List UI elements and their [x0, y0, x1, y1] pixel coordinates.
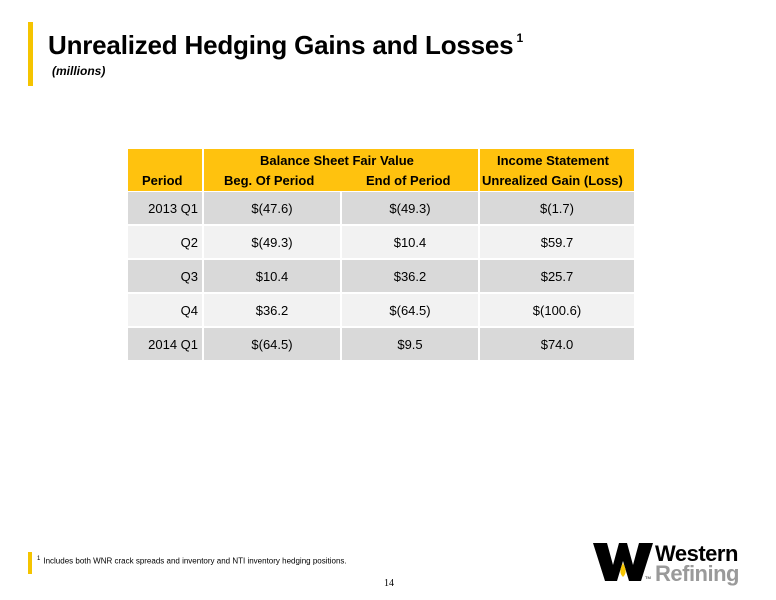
- western-refining-logo: Western Refining TM: [593, 541, 763, 586]
- table-row-beg: $(49.3): [204, 226, 340, 258]
- table-row-end: $9.5: [342, 328, 478, 360]
- footnote-accent-bar: [28, 552, 32, 574]
- page-title: Unrealized Hedging Gains and Losses 1: [48, 30, 523, 61]
- table-row-beg: $36.2: [204, 294, 340, 326]
- table-row-gain: $74.0: [480, 328, 634, 360]
- table-row-period: Q2: [128, 226, 202, 258]
- table-row-gain: $25.7: [480, 260, 634, 292]
- table-row-period: Q3: [128, 260, 202, 292]
- table-row-period: 2013 Q1: [128, 192, 202, 224]
- table-row-gain: $59.7: [480, 226, 634, 258]
- table-row-beg: $(64.5): [204, 328, 340, 360]
- page-subtitle: (millions): [52, 64, 106, 78]
- table-row-period: Q4: [128, 294, 202, 326]
- balance-sheet-group-header: Balance Sheet Fair Value: [260, 153, 414, 168]
- footnote: 1 Includes both WNR crack spreads and inv…: [37, 556, 347, 566]
- page-number: 14: [384, 578, 394, 589]
- title-footnote-mark: 1: [516, 31, 523, 45]
- table-row-end: $36.2: [342, 260, 478, 292]
- logo-text-western: Western: [655, 541, 738, 566]
- end-period-column-header: End of Period: [366, 173, 451, 188]
- table-row-end: $10.4: [342, 226, 478, 258]
- logo-trademark: TM: [645, 575, 651, 580]
- unrealized-gain-column-header: Unrealized Gain (Loss): [482, 173, 623, 188]
- table-row-end: $(64.5): [342, 294, 478, 326]
- income-statement-header-cell: Income Statement Unrealized Gain (Loss): [480, 149, 634, 191]
- table-row-end: $(49.3): [342, 192, 478, 224]
- table-row-gain: $(100.6): [480, 294, 634, 326]
- logo-text-refining: Refining: [655, 561, 740, 586]
- logo-w-mark-icon: [593, 543, 653, 581]
- table-row-beg: $(47.6): [204, 192, 340, 224]
- period-column-header: Period: [142, 173, 183, 188]
- table-row-beg: $10.4: [204, 260, 340, 292]
- title-accent-bar: [28, 22, 33, 86]
- balance-sheet-header-cell: Balance Sheet Fair Value Beg. Of Period …: [204, 149, 478, 191]
- income-statement-group-header: Income Statement: [497, 153, 609, 168]
- footnote-mark: 1: [37, 556, 41, 562]
- footnote-text: Includes both WNR crack spreads and inve…: [43, 556, 347, 566]
- period-header-cell: Period: [128, 149, 202, 191]
- table-row-period: 2014 Q1: [128, 328, 202, 360]
- beg-period-column-header: Beg. Of Period: [224, 173, 315, 188]
- table-row-gain: $(1.7): [480, 192, 634, 224]
- page-title-text: Unrealized Hedging Gains and Losses: [48, 30, 514, 60]
